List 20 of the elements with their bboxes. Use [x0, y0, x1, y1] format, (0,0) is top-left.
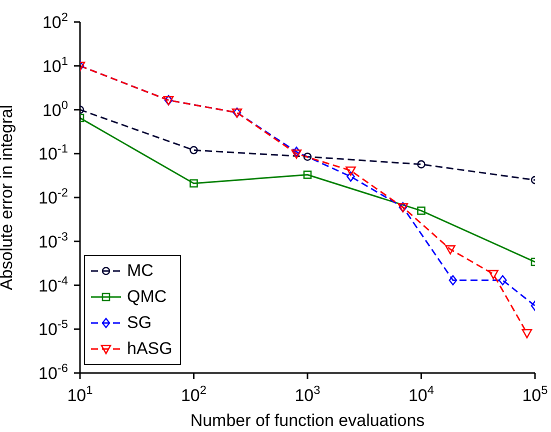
y-tick-label: 10$^{-2}$ [38, 186, 68, 208]
y-axis-title: Absolute error in integral [0, 104, 16, 290]
y-tick-label: 10$^{-6}$ [38, 361, 68, 383]
legend-label: MC [127, 261, 154, 281]
y-tick-label: 10$^{-4}$ [38, 273, 68, 296]
x-tick-label: 10$^{1}$ [67, 383, 94, 405]
x-tick-label: 10$^{3}$ [294, 383, 321, 405]
y-tick-label: 10$^{1}$ [42, 54, 68, 76]
x-tick-label: 10$^{2}$ [180, 383, 207, 405]
x-axis-title: Number of function evaluations [190, 411, 425, 430]
y-tick-label: 10$^{-1}$ [38, 142, 68, 164]
legend-label: SG [127, 313, 152, 333]
y-tick-label: 10$^{-5}$ [38, 317, 68, 340]
x-tick-label: 10$^{4}$ [408, 383, 434, 405]
y-tick-label: 10$^{0}$ [42, 98, 68, 120]
x-tick-label: 10$^{5}$ [522, 383, 548, 405]
legend-label: hASG [127, 339, 172, 359]
y-tick-label: 10$^{-3}$ [38, 229, 68, 252]
legend-label: QMC [127, 287, 167, 307]
y-tick-label: 10$^{2}$ [42, 10, 68, 32]
